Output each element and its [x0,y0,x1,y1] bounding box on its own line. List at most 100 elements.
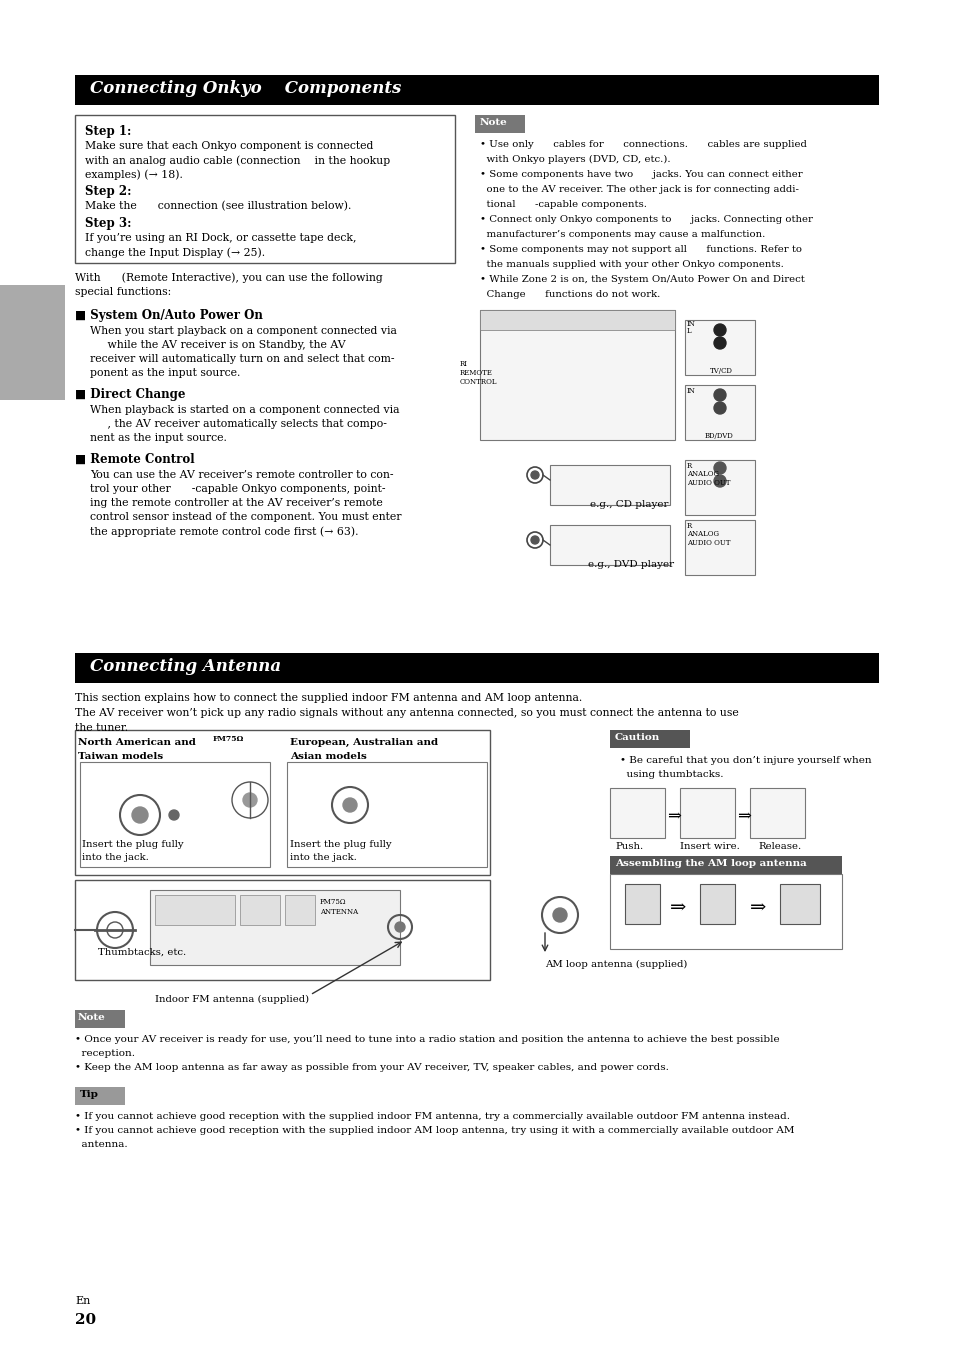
Circle shape [713,462,725,474]
Text: ■ Direct Change: ■ Direct Change [75,388,185,401]
Bar [684,459,754,515]
Bar [75,76,878,105]
Text: using thumbtacks.: using thumbtacks. [619,770,722,780]
Text: into the jack.: into the jack. [290,852,356,862]
Text: RI
REMOTE
CONTROL: RI REMOTE CONTROL [459,359,497,386]
Bar [287,762,486,867]
Text: North American and: North American and [78,738,199,747]
Bar [75,1011,878,1028]
Text: L: L [686,327,691,335]
Text: European, Australian and: European, Australian and [290,738,437,747]
Text: manufacturer’s components may cause a malfunction.: manufacturer’s components may cause a ma… [479,230,764,239]
Text: control sensor instead of the component. You must enter: control sensor instead of the component.… [90,512,401,521]
Text: Note: Note [479,118,507,127]
Bar [749,788,804,838]
Text: Insert the plug fully: Insert the plug fully [82,840,183,848]
Text: • While Zone 2 is on, the System On/Auto Power On and Direct: • While Zone 2 is on, the System On/Auto… [479,276,804,284]
Text: • Some components have two      jacks. You can connect either: • Some components have two jacks. You ca… [479,170,801,178]
Bar [475,115,524,132]
Text: ANTENNA: ANTENNA [319,908,357,916]
Bar [624,884,659,924]
Bar [609,730,689,748]
Bar [609,874,841,948]
Text: ing the remote controller at the AV receiver’s remote: ing the remote controller at the AV rece… [90,499,382,508]
Text: AM loop antenna (supplied): AM loop antenna (supplied) [544,961,687,969]
Text: Step 2:: Step 2: [85,185,132,199]
Text: e.g., CD player: e.g., CD player [589,500,668,509]
Text: ⇒: ⇒ [669,898,685,917]
Text: change the Input Display (→ 25).: change the Input Display (→ 25). [85,247,265,258]
Bar [684,385,754,440]
Text: ⇒: ⇒ [749,898,765,917]
Circle shape [531,471,538,480]
Bar [75,730,490,875]
Text: the manuals supplied with your other Onkyo components.: the manuals supplied with your other Onk… [479,259,783,269]
Text: FM75Ω: FM75Ω [319,898,346,907]
Text: with an analog audio cable (connection    in the hookup: with an analog audio cable (connection i… [85,155,390,166]
Text: nent as the input source.: nent as the input source. [90,434,227,443]
Bar [479,309,675,440]
Circle shape [531,536,538,544]
Text: Release.: Release. [758,842,801,851]
Bar [240,894,280,925]
Text: Insert wire.: Insert wire. [679,842,740,851]
Text: • Use only      cables for      connections.      cables are supplied: • Use only cables for connections. cable… [479,141,806,149]
Bar [0,285,65,400]
Text: reception.: reception. [75,1048,135,1058]
Text: examples) (→ 18).: examples) (→ 18). [85,169,183,180]
Text: while the AV receiver is on Standby, the AV: while the AV receiver is on Standby, the… [90,340,345,350]
Text: ANALOG
AUDIO OUT: ANALOG AUDIO OUT [686,470,730,488]
Bar [80,762,270,867]
Text: trol your other      -capable Onkyo components, point-: trol your other -capable Onkyo component… [90,484,385,494]
Text: This section explains how to connect the supplied indoor FM antenna and AM loop : This section explains how to connect the… [75,693,581,703]
Text: • Some components may not support all      functions. Refer to: • Some components may not support all fu… [479,245,801,254]
Text: R: R [686,521,692,530]
Text: one to the AV receiver. The other jack is for connecting addi-: one to the AV receiver. The other jack i… [479,185,798,195]
Text: The AV receiver won’t pick up any radio signals without any antenna connected, s: The AV receiver won’t pick up any radio … [75,708,738,717]
Text: • Connect only Onkyo components to      jacks. Connecting other: • Connect only Onkyo components to jacks… [479,215,812,224]
Bar [75,115,455,263]
Bar [479,309,675,330]
Text: IN: IN [686,386,695,394]
Text: • If you cannot achieve good reception with the supplied indoor FM antenna, try : • If you cannot achieve good reception w… [75,1112,789,1121]
Text: receiver will automatically turn on and select that com-: receiver will automatically turn on and … [90,354,395,363]
Text: • Once your AV receiver is ready for use, you’ll need to tune into a radio stati: • Once your AV receiver is ready for use… [75,1035,779,1044]
Circle shape [713,324,725,336]
Text: Change      functions do not work.: Change functions do not work. [479,290,659,299]
Bar [75,880,490,979]
Text: with Onkyo players (DVD, CD, etc.).: with Onkyo players (DVD, CD, etc.). [479,155,670,163]
Bar [550,465,669,505]
Text: 20: 20 [75,1313,96,1327]
Text: IN: IN [686,320,695,328]
Bar [75,1088,125,1105]
Circle shape [553,908,566,921]
Text: Tip: Tip [80,1090,99,1098]
Circle shape [713,403,725,413]
Text: Assembling the AM loop antenna: Assembling the AM loop antenna [615,859,806,867]
Circle shape [713,476,725,486]
Circle shape [169,811,179,820]
Text: antenna.: antenna. [75,1140,128,1148]
Text: ⇒: ⇒ [666,808,680,825]
Text: the appropriate remote control code first (→ 63).: the appropriate remote control code firs… [90,526,358,536]
Text: Make the      connection (see illustration below).: Make the connection (see illustration be… [85,201,351,211]
Bar [150,890,399,965]
Bar [154,894,234,925]
Text: ⇒: ⇒ [737,808,750,825]
Bar [684,520,754,576]
Text: When playback is started on a component connected via: When playback is started on a component … [90,405,399,415]
Text: Insert the plug fully: Insert the plug fully [290,840,392,848]
Text: Push.: Push. [615,842,642,851]
Circle shape [395,921,405,932]
Bar [684,320,754,376]
Circle shape [132,807,148,823]
Text: FM75Ω: FM75Ω [213,735,244,743]
Text: e.g., DVD player: e.g., DVD player [587,561,674,569]
Text: If you’re using an RI Dock, or cassette tape deck,: If you’re using an RI Dock, or cassette … [85,232,356,243]
Bar [75,653,878,684]
Circle shape [713,336,725,349]
Text: • Be careful that you don’t injure yourself when: • Be careful that you don’t injure yours… [619,757,871,765]
Text: When you start playback on a component connected via: When you start playback on a component c… [90,326,396,336]
Circle shape [713,389,725,401]
Text: Indoor FM antenna (supplied): Indoor FM antenna (supplied) [154,994,309,1004]
